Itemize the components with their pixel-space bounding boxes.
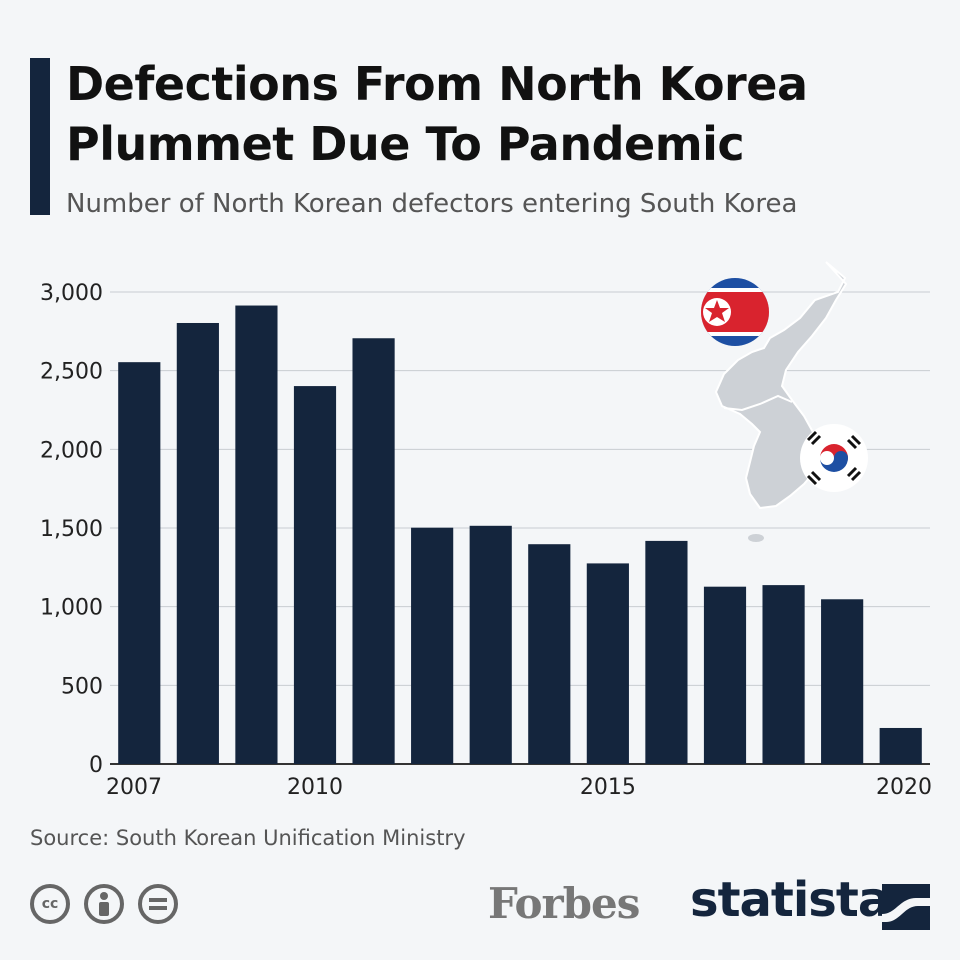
bar-2011 xyxy=(352,338,395,764)
x-tick-label: 2007 xyxy=(106,775,162,800)
source-note: Source: South Korean Unification Ministr… xyxy=(30,826,466,850)
y-tick-label: 500 xyxy=(61,674,103,699)
x-tick-label: 2010 xyxy=(287,775,343,800)
chart-subtitle: Number of North Korean defectors enterin… xyxy=(66,189,798,219)
bar-2013 xyxy=(469,525,512,764)
bar-2012 xyxy=(411,527,454,764)
license-icons: cc xyxy=(30,884,178,924)
bar-2014 xyxy=(528,544,571,764)
forbes-logo[interactable]: Forbes xyxy=(488,879,640,928)
bars xyxy=(118,305,922,764)
dmz-border xyxy=(723,394,793,412)
no-derivatives-icon[interactable] xyxy=(138,884,178,924)
y-tick-label: 2,500 xyxy=(40,360,103,385)
x-tick-label: 2020 xyxy=(876,775,932,800)
cc-icon[interactable]: cc xyxy=(30,884,70,924)
bar-2008 xyxy=(176,322,219,764)
attribution-icon[interactable] xyxy=(84,884,124,924)
jeju-island xyxy=(748,534,764,542)
y-tick-label: 2,000 xyxy=(40,438,103,463)
x-tick-label: 2015 xyxy=(580,775,636,800)
south-korea-flag-icon xyxy=(800,424,868,492)
x-axis-ticks: 2007 2010 2015 2020 xyxy=(106,775,932,800)
bar-2020 xyxy=(879,727,922,764)
north-korea-flag-icon xyxy=(701,278,769,346)
bar-2009 xyxy=(235,305,278,764)
bar-2015 xyxy=(586,563,629,764)
chart-title: Defections From North Korea Plummet Due … xyxy=(66,57,808,171)
y-tick-label: 3,000 xyxy=(40,281,103,306)
bar-2016 xyxy=(645,540,688,764)
bar-2019 xyxy=(821,599,864,764)
y-tick-label: 0 xyxy=(89,753,103,778)
bar-2007 xyxy=(118,362,161,764)
bar-2017 xyxy=(703,586,747,764)
bar-2018 xyxy=(762,585,805,764)
statista-logo[interactable]: statista xyxy=(690,872,890,928)
y-tick-label: 1,500 xyxy=(40,517,103,542)
grid-lines xyxy=(110,291,930,765)
statista-logo-icon xyxy=(882,884,930,930)
title-accent-bar xyxy=(30,58,50,215)
bar-2010 xyxy=(293,386,337,764)
y-axis-ticks: 0 500 1,000 1,500 2,000 2,500 3,000 xyxy=(40,281,103,778)
korea-map-illustration xyxy=(701,261,868,542)
y-tick-label: 1,000 xyxy=(40,596,103,621)
